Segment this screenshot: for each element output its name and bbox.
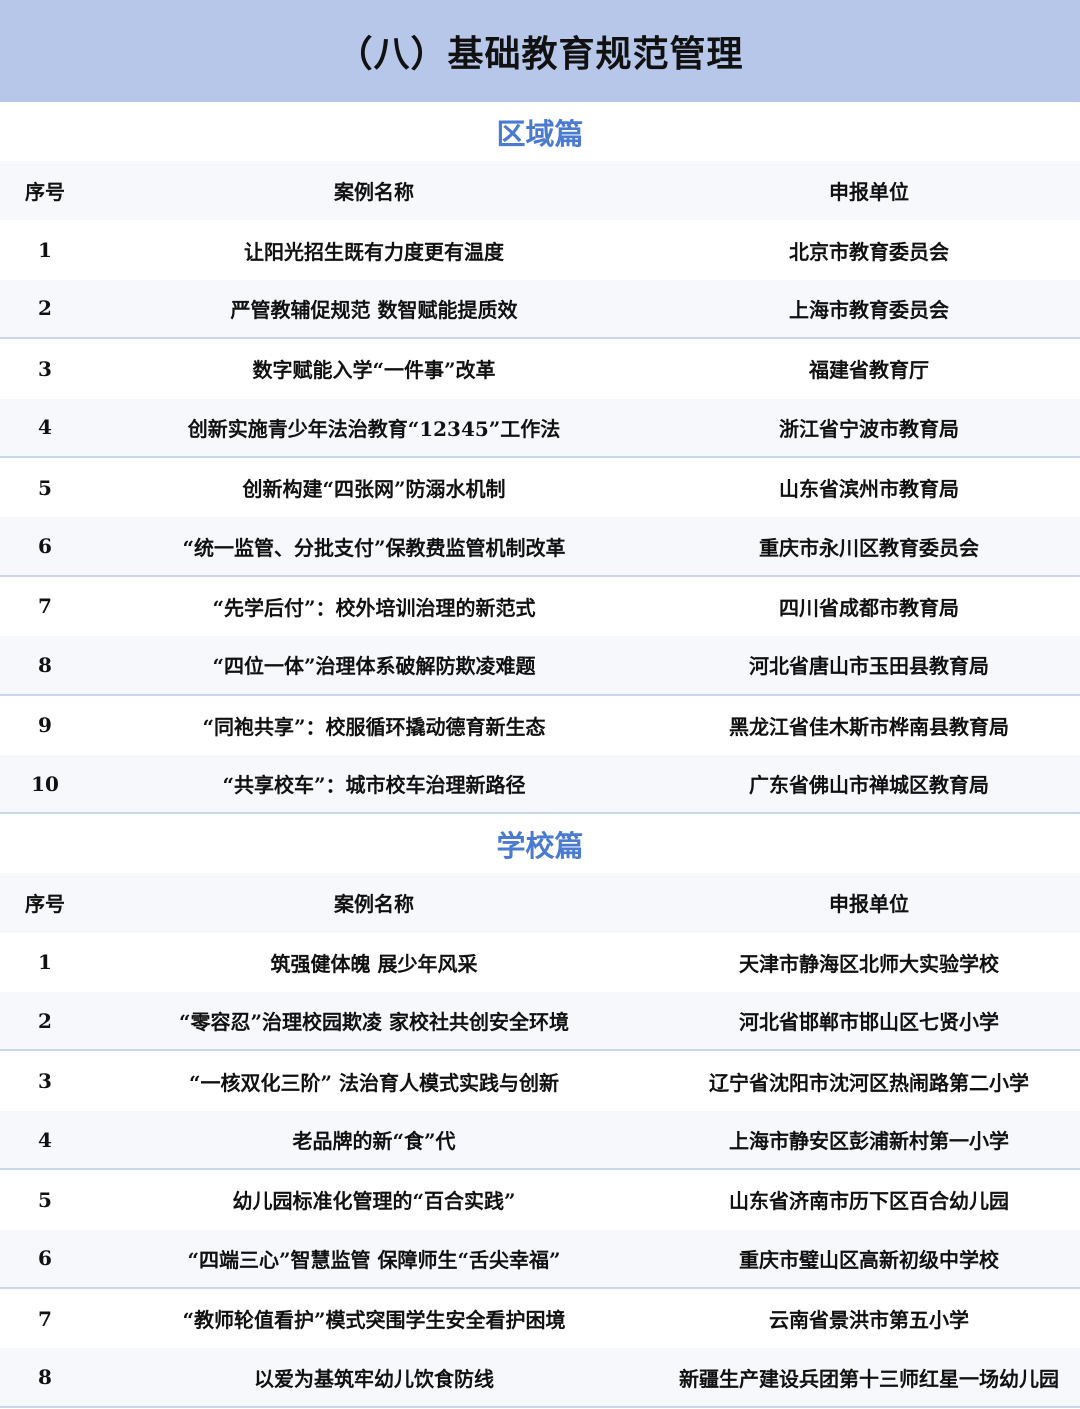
applicant-unit: 辽宁省沈阳市沈河区热闹路第二小学 — [709, 1070, 1029, 1095]
applicant-unit: 河北省邯郸市邯山区七贤小学 — [739, 1010, 999, 1035]
table-row: 5 幼儿园标准化管理的“百合实践” 山东省济南市历下区百合幼儿园 — [0, 1170, 1080, 1229]
row-number: 6 — [38, 1246, 52, 1271]
table-row: 2 严管教辅促规范 数智赋能提质效 上海市教育委员会 — [0, 279, 1080, 340]
row-number: 3 — [38, 1069, 52, 1094]
table-header: 序号 案例名称 申报单位 — [0, 873, 1080, 933]
applicant-unit: 天津市静海区北师大实验学校 — [739, 951, 999, 976]
applicant-unit: 福建省教育厅 — [809, 358, 929, 383]
column-header-unit: 申报单位 — [829, 180, 909, 205]
row-number: 1 — [38, 950, 52, 975]
applicant-unit: 上海市教育委员会 — [789, 297, 949, 322]
page-title: （八）基础教育规范管理 — [0, 0, 1080, 102]
row-number: 1 — [38, 238, 52, 263]
applicant-unit: 广东省佛山市禅城区教育局 — [749, 773, 989, 798]
table-row: 3 “一核双化三阶” 法治育人模式实践与创新 辽宁省沈阳市沈河区热闹路第二小学 — [0, 1051, 1080, 1110]
row-number: 6 — [38, 534, 52, 559]
row-number: 3 — [38, 356, 52, 381]
applicant-unit: 山东省滨州市教育局 — [779, 477, 959, 502]
table-row: 8 以爱为基筑牢幼儿饮食防线 新疆生产建设兵团第十三师红星一场幼儿园 — [0, 1348, 1080, 1408]
case-name: “零容忍”治理校园欺凌 家校社共创安全环境 — [179, 1010, 569, 1035]
row-number: 8 — [38, 652, 52, 677]
row-number: 9 — [38, 713, 52, 738]
case-name: 幼儿园标准化管理的“百合实践” — [232, 1189, 516, 1214]
case-name: “四端三心”智慧监管 保障师生“舌尖幸福” — [187, 1247, 561, 1272]
applicant-unit: 四川省成都市教育局 — [779, 595, 959, 620]
table-row: 7 “先学后付”：校外培训治理的新范式 四川省成都市教育局 — [0, 577, 1080, 636]
table-row: 10 “共享校车”：城市校车治理新路径 广东省佛山市禅城区教育局 — [0, 754, 1080, 815]
row-number: 8 — [38, 1365, 52, 1390]
case-name: 老品牌的新“食”代 — [292, 1129, 456, 1154]
table-row: 1 让阳光招生既有力度更有温度 北京市教育委员会 — [0, 220, 1080, 279]
row-number: 10 — [31, 771, 59, 796]
table-row: 4 老品牌的新“食”代 上海市静安区彭浦新村第一小学 — [0, 1110, 1080, 1171]
row-number: 5 — [38, 1187, 52, 1212]
row-number: 7 — [38, 1306, 52, 1331]
case-name: 以爱为基筑牢幼儿饮食防线 — [254, 1366, 494, 1391]
table-header: 序号 案例名称 申报单位 — [0, 161, 1080, 221]
case-name: “一核双化三阶” 法治育人模式实践与创新 — [189, 1070, 559, 1095]
applicant-unit: 河北省唐山市玉田县教育局 — [749, 654, 989, 679]
table-row: 1 筑强健体魄 展少年风采 天津市静海区北师大实验学校 — [0, 933, 1080, 992]
table-row: 7 “教师轮值看护”模式突围学生安全看护困境 云南省景洪市第五小学 — [0, 1289, 1080, 1348]
case-name: 严管教辅促规范 数智赋能提质效 — [230, 297, 518, 322]
applicant-unit: 浙江省宁波市教育局 — [779, 416, 959, 441]
case-name: 创新构建“四张网”防溺水机制 — [242, 477, 506, 502]
case-name: 筑强健体魄 展少年风采 — [270, 951, 478, 976]
table-row: 2 “零容忍”治理校园欺凌 家校社共创安全环境 河北省邯郸市邯山区七贤小学 — [0, 992, 1080, 1052]
case-name: “共享校车”：城市校车治理新路径 — [222, 773, 526, 798]
applicant-unit: 山东省济南市历下区百合幼儿园 — [729, 1189, 1009, 1214]
table-row: 5 创新构建“四张网”防溺水机制 山东省滨州市教育局 — [0, 458, 1080, 517]
column-header-name: 案例名称 — [334, 180, 414, 205]
case-name: 数字赋能入学“一件事”改革 — [252, 358, 496, 383]
table-row: 9 “同袍共享”：校服循环撬动德育新生态 黑龙江省佳木斯市桦南县教育局 — [0, 696, 1080, 755]
column-header-unit: 申报单位 — [829, 892, 909, 917]
row-number: 4 — [38, 1127, 52, 1152]
case-name: “先学后付”：校外培训治理的新范式 — [212, 595, 536, 620]
table-row: 6 “四端三心”智慧监管 保障师生“舌尖幸福” 重庆市璧山区高新初级中学校 — [0, 1229, 1080, 1290]
case-name: “同袍共享”：校服循环撬动德育新生态 — [202, 714, 546, 739]
case-name: “四位一体”治理体系破解防欺凌难题 — [212, 654, 536, 679]
case-name: 让阳光招生既有力度更有温度 — [244, 239, 504, 264]
table-row: 6 “统一监管、分批支付”保教费监管机制改革 重庆市永川区教育委员会 — [0, 517, 1080, 577]
applicant-unit: 重庆市永川区教育委员会 — [759, 535, 979, 560]
column-header-no: 序号 — [25, 180, 65, 205]
case-name: 创新实施青少年法治教育“12345”工作法 — [187, 416, 561, 441]
column-header-name: 案例名称 — [334, 892, 414, 917]
row-number: 4 — [38, 415, 52, 440]
section-title: 学校篇 — [496, 828, 584, 863]
tables: 区域篇 序号 案例名称 申报单位 1 让阳光招生既有力度更有温度 北京市教育委员会 2 严管教辅… — [0, 102, 1080, 1408]
row-number: 5 — [38, 475, 52, 500]
row-number: 2 — [38, 1008, 52, 1033]
case-name: “教师轮值看护”模式突围学生安全看护困境 — [182, 1308, 566, 1333]
section-title: 区域篇 — [496, 116, 584, 151]
applicant-unit: 重庆市璧山区高新初级中学校 — [739, 1247, 999, 1272]
applicant-unit: 北京市教育委员会 — [789, 239, 949, 264]
column-header-no: 序号 — [25, 892, 65, 917]
applicant-unit: 云南省景洪市第五小学 — [769, 1308, 969, 1333]
table-row: 8 “四位一体”治理体系破解防欺凌难题 河北省唐山市玉田县教育局 — [0, 636, 1080, 696]
case-name: “统一监管、分批支付”保教费监管机制改革 — [182, 535, 566, 560]
table-row: 3 数字赋能入学“一件事”改革 福建省教育厅 — [0, 339, 1080, 398]
applicant-unit: 黑龙江省佳木斯市桦南县教育局 — [729, 714, 1009, 739]
table-row: 4 创新实施青少年法治教育“12345”工作法 浙江省宁波市教育局 — [0, 398, 1080, 458]
row-number: 7 — [38, 594, 52, 619]
row-number: 2 — [38, 296, 52, 321]
applicant-unit: 上海市静安区彭浦新村第一小学 — [729, 1129, 1009, 1154]
applicant-unit: 新疆生产建设兵团第十三师红星一场幼儿园 — [679, 1366, 1059, 1391]
